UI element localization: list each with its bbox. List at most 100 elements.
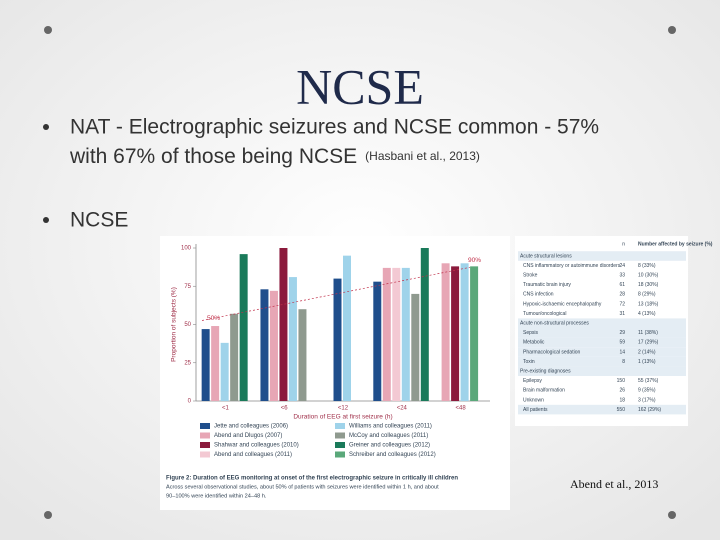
table-cell: 28 xyxy=(619,292,625,298)
bar xyxy=(441,263,450,401)
bar xyxy=(392,267,401,401)
bullet-dot xyxy=(43,217,49,223)
table-cell: 9 (35%) xyxy=(638,388,656,394)
legend-label: Shahwar and colleagues (2010) xyxy=(214,443,299,449)
table-row-bg xyxy=(518,318,686,328)
bar xyxy=(411,293,420,401)
bar xyxy=(333,278,342,401)
table-row-bg xyxy=(518,347,686,357)
table-cell: 10 (30%) xyxy=(638,273,659,279)
bar xyxy=(460,263,469,401)
legend-swatch xyxy=(200,442,210,448)
table-cell: 61 xyxy=(619,282,625,288)
legend-swatch xyxy=(335,432,345,439)
legend-label: Schreiber and colleagues (2012) xyxy=(349,452,436,458)
table-cell: Pre-existing diagnoses xyxy=(520,369,571,375)
table-cell: 3 (17%) xyxy=(638,397,656,403)
x-axis-label: Duration of EEG at first seizure (h) xyxy=(293,414,392,421)
x-tick-label: <12 xyxy=(338,406,349,412)
annotation: 90% xyxy=(468,257,481,264)
bar xyxy=(451,266,460,401)
citation: Abend et al., 2013 xyxy=(570,477,658,491)
table-row-bg xyxy=(518,337,686,348)
table-cell: 29 xyxy=(619,330,625,336)
table-row-bg xyxy=(518,356,686,367)
table-cell: Stroke xyxy=(523,273,538,279)
table-cell: 17 (29%) xyxy=(638,340,659,346)
decor-dot xyxy=(668,26,676,34)
table-cell: 11 (38%) xyxy=(638,330,658,336)
table-row-bg xyxy=(518,404,686,415)
table-cell: Pharmacological sedation xyxy=(523,349,580,355)
table-cell: CNS inflammatory or autoimmune disorders xyxy=(523,263,621,269)
bar xyxy=(269,290,278,401)
legend-label: Abend and colleagues (2011) xyxy=(214,452,292,458)
y-tick-label: 0 xyxy=(188,399,192,405)
annotation: 50% xyxy=(207,315,220,322)
legend-swatch xyxy=(335,442,345,448)
legend-label: Greiner and colleagues (2012) xyxy=(349,443,430,449)
table: n Number affected by seizure (%) Acute str… xyxy=(518,241,713,415)
table-cell: 550 xyxy=(617,407,626,413)
slide-title: NCSE xyxy=(296,58,424,114)
bar xyxy=(239,254,248,401)
bar xyxy=(201,329,210,401)
bullet-text: with 67% of those being NCSE (Hasbani et … xyxy=(69,145,480,168)
table-cell: Unknown xyxy=(523,397,544,403)
bar xyxy=(260,289,269,401)
y-tick-label: 100 xyxy=(181,246,192,252)
table-cell: 8 (33%) xyxy=(638,263,656,269)
table-cell: Acute structural lesions xyxy=(520,253,572,259)
table-row-bg xyxy=(518,328,686,338)
trend-line xyxy=(201,266,471,321)
table-cell: 26 xyxy=(619,388,625,394)
table-cell: Epilepsy xyxy=(523,378,542,384)
bar xyxy=(401,267,410,401)
table-cell: 162 (29%) xyxy=(638,407,661,413)
table-cell: 33 xyxy=(619,273,625,279)
legend-swatch xyxy=(200,432,210,439)
y-tick-label: 75 xyxy=(184,284,191,290)
table-cell: 18 (30%) xyxy=(638,282,659,288)
x-tick-label: <1 xyxy=(222,406,230,412)
figure-caption: Across several observational studies, ab… xyxy=(166,484,439,490)
table-cell: Brain malformation xyxy=(523,388,565,394)
table-cell: 8 xyxy=(622,359,625,365)
bullet-text: NCSE xyxy=(70,209,128,232)
bar xyxy=(420,248,429,401)
table-cell: 59 xyxy=(619,340,625,346)
table-cell: Metabolic xyxy=(523,340,545,346)
bullet-text: with 67% of those being NCSE xyxy=(69,145,357,168)
bullet-dot xyxy=(43,124,49,130)
legend-swatch xyxy=(200,451,210,458)
table-cell: All patients xyxy=(523,407,548,413)
legend-label: Williams and colleagues (2011) xyxy=(349,424,432,430)
table-cell: Hypoxic-ischaemic encephalopathy xyxy=(523,301,602,307)
bar xyxy=(279,248,288,401)
table-cell: 14 xyxy=(619,349,625,355)
decor-dot xyxy=(44,511,52,519)
legend-label: Jette and colleagues (2006) xyxy=(214,424,288,430)
bar xyxy=(211,326,220,401)
bullet-citation: (Hasbani et al., 2013) xyxy=(365,149,480,163)
table-cell: 2 (14%) xyxy=(638,349,656,355)
decor-dot xyxy=(668,511,676,519)
x-tick-label: <24 xyxy=(397,406,408,412)
y-axis-label: Proportion of subjects (%) xyxy=(171,287,178,362)
table-cell: Acute non-structural processes xyxy=(520,321,589,327)
table-cell: 150 xyxy=(617,378,626,384)
y-tick-label: 25 xyxy=(184,360,191,366)
x-tick-label: <48 xyxy=(456,406,467,412)
table-cell: 55 (37%) xyxy=(638,378,659,384)
table-cell: Toxin xyxy=(523,359,535,365)
y-tick-label: 50 xyxy=(184,322,191,328)
table-cell: Tumour/oncological xyxy=(523,311,566,317)
legend-label: McCoy and colleagues (2011) xyxy=(349,433,428,439)
legend-swatch xyxy=(335,451,345,458)
table-row-bg xyxy=(518,251,686,261)
table-header: n xyxy=(622,241,625,247)
bar xyxy=(382,267,391,401)
bar xyxy=(298,309,307,401)
table-cell: CNS infection xyxy=(523,292,554,298)
table-cell: 24 xyxy=(619,263,625,269)
